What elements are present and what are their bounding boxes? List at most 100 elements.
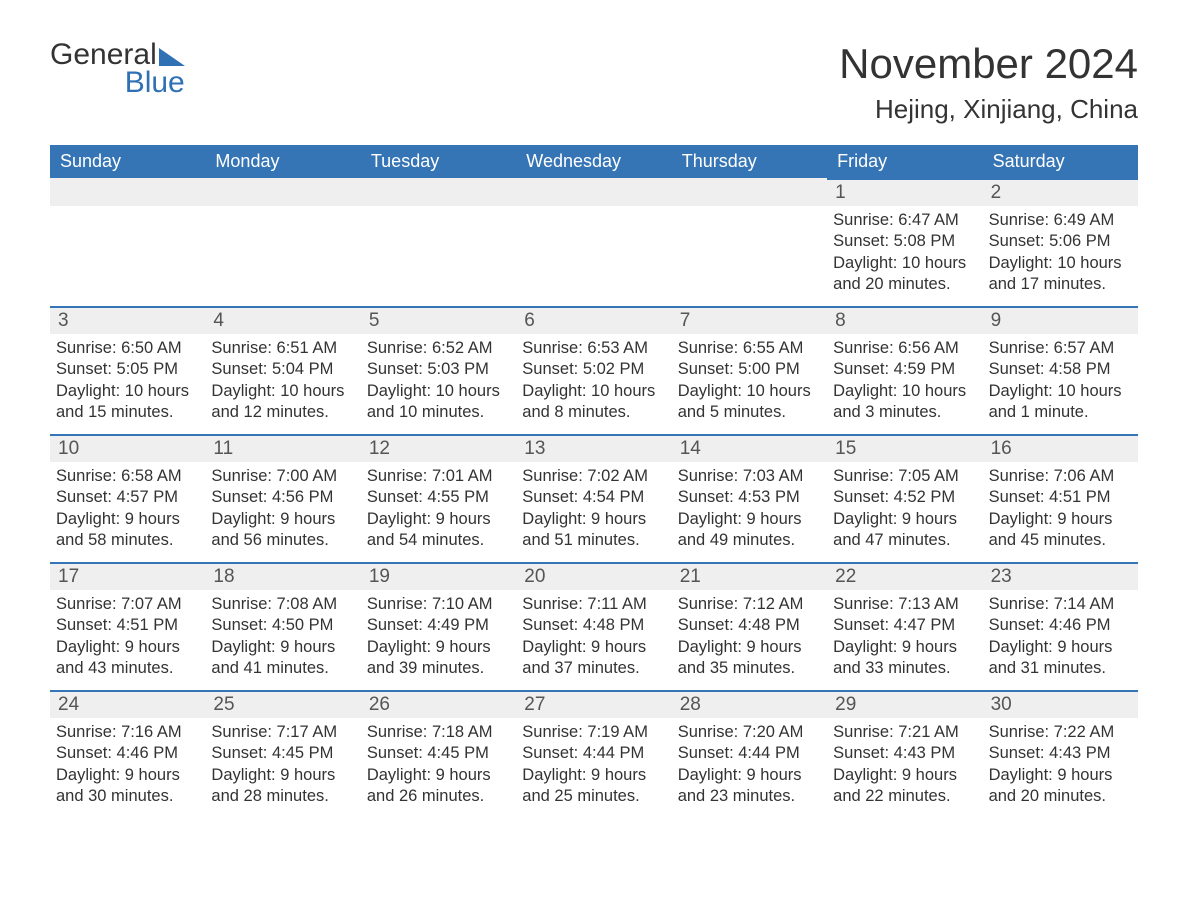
calendar-cell: 24Sunrise: 7:16 AMSunset: 4:46 PMDayligh… [50, 690, 205, 818]
logo-word-2: Blue [50, 68, 185, 98]
daylight-line: Daylight: 9 hours and 31 minutes. [989, 637, 1132, 680]
sunrise-line: Sunrise: 6:53 AM [522, 338, 665, 359]
sunset-line: Sunset: 4:44 PM [522, 743, 665, 764]
sunset-line: Sunset: 4:59 PM [833, 359, 976, 380]
calendar-cell: 22 Sunrise: 7:13 AMSunset: 4:47 PMDayligh… [827, 562, 982, 690]
daylight-line: Daylight: 9 hours and 45 minutes. [989, 509, 1132, 552]
daylight-line: Daylight: 10 hours and 10 minutes. [367, 381, 510, 424]
date-number: 15 [827, 434, 982, 462]
date-number: 13 [516, 434, 671, 462]
daylight-line: Daylight: 9 hours and 33 minutes. [833, 637, 976, 680]
day-header: Monday [205, 145, 360, 178]
calendar-cell: 13Sunrise: 7:02 AMSunset: 4:54 PMDayligh… [516, 434, 671, 562]
logo-line-1: General [50, 40, 185, 70]
title-block: November 2024 Hejing, Xinjiang, China [839, 40, 1138, 125]
date-number: 24 [50, 690, 205, 718]
date-number: 10 [50, 434, 205, 462]
page-title: November 2024 [839, 40, 1138, 88]
day-info: Sunrise: 7:12 AMSunset: 4:48 PMDaylight:… [672, 590, 827, 680]
sunrise-line: Sunrise: 7:08 AM [211, 594, 354, 615]
day-info: Sunrise: 7:08 AMSunset: 4:50 PMDaylight:… [205, 590, 360, 680]
sunset-line: Sunset: 4:43 PM [833, 743, 976, 764]
sunset-line: Sunset: 4:47 PM [833, 615, 976, 636]
calendar-cell: 26Sunrise: 7:18 AMSunset: 4:45 PMDayligh… [361, 690, 516, 818]
calendar-cell: 2Sunrise: 6:49 AMSunset: 5:06 PMDaylight… [983, 178, 1138, 306]
sunset-line: Sunset: 4:43 PM [989, 743, 1132, 764]
sunset-line: Sunset: 4:48 PM [678, 615, 821, 636]
day-info: Sunrise: 6:56 AMSunset: 4:59 PMDaylight:… [827, 334, 982, 424]
sunrise-line: Sunrise: 7:07 AM [56, 594, 199, 615]
sunrise-line: Sunrise: 6:58 AM [56, 466, 199, 487]
sunset-line: Sunset: 4:54 PM [522, 487, 665, 508]
daylight-line: Daylight: 10 hours and 3 minutes. [833, 381, 976, 424]
day-info: Sunrise: 6:58 AMSunset: 4:57 PMDaylight:… [50, 462, 205, 552]
date-number-blank: . [361, 178, 516, 206]
date-number: 1 [827, 178, 982, 206]
page-location: Hejing, Xinjiang, China [839, 94, 1138, 125]
sunset-line: Sunset: 4:57 PM [56, 487, 199, 508]
day-info: Sunrise: 7:00 AMSunset: 4:56 PMDaylight:… [205, 462, 360, 552]
date-number: 4 [205, 306, 360, 334]
day-info: Sunrise: 7:19 AMSunset: 4:44 PMDaylight:… [516, 718, 671, 808]
day-info: Sunrise: 6:55 AMSunset: 5:00 PMDaylight:… [672, 334, 827, 424]
day-info: Sunrise: 7:01 AMSunset: 4:55 PMDaylight:… [361, 462, 516, 552]
calendar-cell: 14Sunrise: 7:03 AMSunset: 4:53 PMDayligh… [672, 434, 827, 562]
date-number: 25 [205, 690, 360, 718]
day-info: Sunrise: 6:52 AMSunset: 5:03 PMDaylight:… [361, 334, 516, 424]
sunrise-line: Sunrise: 7:13 AM [833, 594, 976, 615]
sunset-line: Sunset: 4:51 PM [56, 615, 199, 636]
date-number: 8 [827, 306, 982, 334]
sunrise-line: Sunrise: 7:06 AM [989, 466, 1132, 487]
daylight-line: Daylight: 9 hours and 39 minutes. [367, 637, 510, 680]
calendar-cell: 20Sunrise: 7:11 AMSunset: 4:48 PMDayligh… [516, 562, 671, 690]
date-number: 20 [516, 562, 671, 590]
daylight-line: Daylight: 9 hours and 35 minutes. [678, 637, 821, 680]
sunset-line: Sunset: 5:03 PM [367, 359, 510, 380]
sunrise-line: Sunrise: 7:10 AM [367, 594, 510, 615]
date-number-blank: . [205, 178, 360, 206]
day-header: Sunday [50, 145, 205, 178]
date-number: 3 [50, 306, 205, 334]
sunset-line: Sunset: 4:56 PM [211, 487, 354, 508]
date-number: 12 [361, 434, 516, 462]
day-info: Sunrise: 6:47 AMSunset: 5:08 PMDaylight:… [827, 206, 982, 296]
day-header: Tuesday [361, 145, 516, 178]
sunrise-line: Sunrise: 6:55 AM [678, 338, 821, 359]
date-number: 16 [983, 434, 1138, 462]
calendar-cell: 16Sunrise: 7:06 AMSunset: 4:51 PMDayligh… [983, 434, 1138, 562]
day-info: Sunrise: 7:06 AMSunset: 4:51 PMDaylight:… [983, 462, 1138, 552]
daylight-line: Daylight: 9 hours and 49 minutes. [678, 509, 821, 552]
daylight-line: Daylight: 9 hours and 30 minutes. [56, 765, 199, 808]
date-number: 29 [827, 690, 982, 718]
day-info: Sunrise: 7:22 AMSunset: 4:43 PMDaylight:… [983, 718, 1138, 808]
calendar-cell: 25Sunrise: 7:17 AMSunset: 4:45 PMDayligh… [205, 690, 360, 818]
day-info: Sunrise: 7:20 AMSunset: 4:44 PMDaylight:… [672, 718, 827, 808]
day-info: Sunrise: 7:16 AMSunset: 4:46 PMDaylight:… [50, 718, 205, 808]
date-number: 22 [827, 562, 982, 590]
calendar-cell-blank: . [361, 178, 516, 306]
day-info: Sunrise: 6:51 AMSunset: 5:04 PMDaylight:… [205, 334, 360, 424]
daylight-line: Daylight: 10 hours and 20 minutes. [833, 253, 976, 296]
daylight-line: Daylight: 9 hours and 37 minutes. [522, 637, 665, 680]
sunrise-line: Sunrise: 6:52 AM [367, 338, 510, 359]
daylight-line: Daylight: 9 hours and 28 minutes. [211, 765, 354, 808]
daylight-line: Daylight: 9 hours and 51 minutes. [522, 509, 665, 552]
sunset-line: Sunset: 4:45 PM [367, 743, 510, 764]
sunset-line: Sunset: 4:48 PM [522, 615, 665, 636]
calendar-cell: 29Sunrise: 7:21 AMSunset: 4:43 PMDayligh… [827, 690, 982, 818]
calendar-cell: 10Sunrise: 6:58 AMSunset: 4:57 PMDayligh… [50, 434, 205, 562]
sunset-line: Sunset: 4:50 PM [211, 615, 354, 636]
day-info: Sunrise: 7:18 AMSunset: 4:45 PMDaylight:… [361, 718, 516, 808]
sunrise-line: Sunrise: 7:01 AM [367, 466, 510, 487]
day-header: Friday [827, 145, 982, 178]
day-info: Sunrise: 7:11 AMSunset: 4:48 PMDaylight:… [516, 590, 671, 680]
day-info: Sunrise: 6:50 AMSunset: 5:05 PMDaylight:… [50, 334, 205, 424]
calendar-cell-blank: . [50, 178, 205, 306]
date-number: 23 [983, 562, 1138, 590]
calendar-cell-blank: . [672, 178, 827, 306]
date-number-blank: . [516, 178, 671, 206]
calendar-cell: 8Sunrise: 6:56 AMSunset: 4:59 PMDaylight… [827, 306, 982, 434]
calendar-cell: 5Sunrise: 6:52 AMSunset: 5:03 PMDaylight… [361, 306, 516, 434]
sunrise-line: Sunrise: 7:19 AM [522, 722, 665, 743]
date-number: 28 [672, 690, 827, 718]
